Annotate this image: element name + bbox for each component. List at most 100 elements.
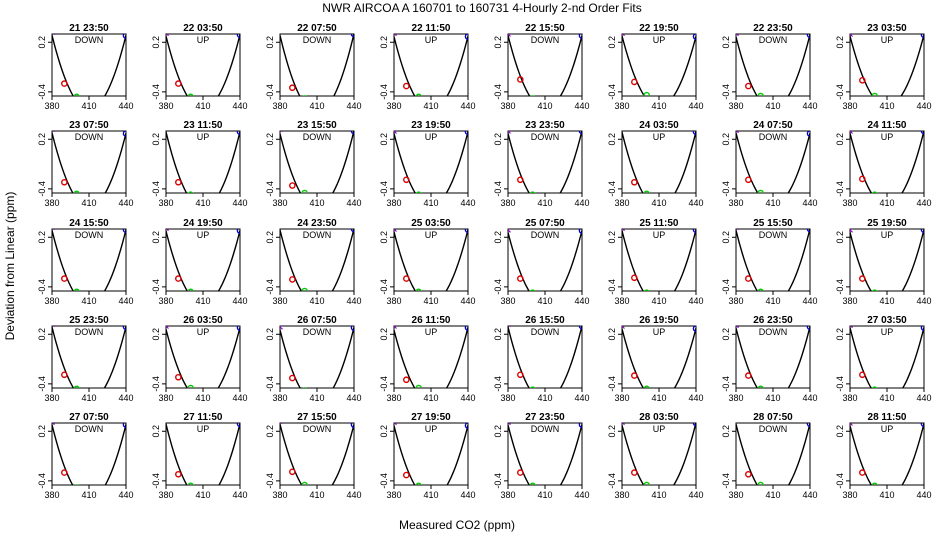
- fit-curve: [52, 132, 126, 193]
- panel-title: 23 11:50: [184, 120, 223, 131]
- panel-title: 22 03:50: [183, 23, 223, 34]
- panel-title: 27 07:50: [69, 412, 109, 423]
- point-1: [280, 326, 283, 330]
- panel-mode-label: UP: [425, 132, 438, 142]
- panel-mode-label: UP: [881, 132, 894, 142]
- x-tick-label: 410: [651, 393, 666, 403]
- point-2: [403, 176, 410, 184]
- panel-title: 24 15:50: [69, 218, 109, 229]
- x-tick-label: 380: [728, 101, 743, 111]
- fit-curve: [394, 35, 468, 96]
- y-tick-label: 0.2: [37, 328, 47, 341]
- x-tick-label: 410: [81, 393, 96, 403]
- panel-mode-label: UP: [653, 132, 666, 142]
- y-tick-label: -0.4: [835, 376, 845, 392]
- x-tick-label: 380: [44, 198, 59, 208]
- panel-title: 24 23:50: [297, 218, 337, 229]
- panel-mode-label: DOWN: [75, 230, 104, 240]
- fit-curve: [508, 424, 582, 485]
- point-1: [167, 131, 169, 132]
- x-tick-label: 380: [272, 296, 287, 306]
- point-3: [757, 481, 764, 485]
- point-3: [301, 189, 308, 193]
- y-tick-label: 0.2: [265, 133, 275, 146]
- point-4: [692, 131, 696, 136]
- point-1: [736, 229, 739, 231]
- panel-mode-label: DOWN: [759, 35, 788, 45]
- panel-title: 25 07:50: [525, 218, 565, 229]
- point-3: [187, 93, 194, 96]
- x-tick-label: 380: [500, 198, 515, 208]
- x-tick-label: 440: [802, 296, 817, 306]
- x-tick-label: 410: [423, 296, 438, 306]
- point-1: [166, 229, 169, 232]
- point-3: [302, 387, 307, 388]
- y-tick-label: -0.4: [607, 376, 617, 392]
- fit-curve: [622, 35, 696, 96]
- point-4: [806, 326, 810, 331]
- x-tick-label: 380: [500, 490, 515, 500]
- point-3: [871, 92, 878, 96]
- fit-curve: [166, 34, 240, 96]
- y-tick-label: 0.2: [607, 425, 617, 438]
- panel-mode-label: DOWN: [303, 424, 332, 434]
- x-tick-label: 410: [195, 393, 210, 403]
- point-3: [530, 95, 535, 96]
- point-1: [280, 131, 283, 133]
- x-tick-label: 440: [574, 490, 589, 500]
- panel-mode-label: DOWN: [759, 327, 788, 337]
- fit-curve: [508, 35, 582, 96]
- y-tick-label: 0.2: [835, 425, 845, 438]
- y-tick-label: 0.2: [721, 36, 731, 49]
- panel-mode-label: DOWN: [75, 35, 104, 45]
- point-1: [280, 423, 283, 425]
- x-tick-label: 440: [688, 198, 703, 208]
- x-tick-label: 410: [765, 490, 780, 500]
- x-tick-label: 440: [460, 198, 475, 208]
- x-tick-label: 410: [879, 296, 894, 306]
- point-2: [61, 371, 68, 379]
- fit-curve: [850, 34, 924, 96]
- panel-mode-label: DOWN: [303, 327, 332, 337]
- fit-curve: [736, 326, 810, 388]
- y-tick-label: -0.4: [37, 279, 47, 295]
- x-tick-label: 410: [879, 101, 894, 111]
- x-tick-label: 410: [879, 198, 894, 208]
- point-4: [578, 34, 582, 39]
- x-tick-label: 380: [500, 393, 515, 403]
- point-3: [643, 481, 650, 485]
- y-tick-label: -0.4: [493, 181, 503, 197]
- x-tick-label: 410: [537, 296, 552, 306]
- y-tick-label: -0.4: [37, 181, 47, 197]
- point-4: [806, 423, 810, 428]
- x-tick-label: 410: [309, 101, 324, 111]
- point-1: [850, 326, 853, 329]
- fit-curve: [622, 423, 696, 485]
- point-3: [187, 482, 194, 485]
- x-tick-label: 410: [423, 393, 438, 403]
- panel-mode-label: UP: [425, 424, 438, 434]
- y-tick-label: 0.2: [721, 425, 731, 438]
- x-tick-label: 380: [158, 101, 173, 111]
- point-4: [350, 423, 354, 428]
- x-tick-label: 410: [537, 101, 552, 111]
- panel-mode-label: DOWN: [531, 327, 560, 337]
- point-1: [623, 131, 625, 132]
- x-tick-label: 440: [802, 393, 817, 403]
- fit-curve: [280, 229, 354, 291]
- y-tick-label: 0.2: [607, 231, 617, 244]
- fit-curve: [280, 424, 354, 485]
- point-2: [745, 372, 752, 379]
- point-2: [403, 82, 410, 90]
- x-tick-label: 440: [916, 296, 931, 306]
- point-3: [73, 288, 80, 291]
- fit-curve: [280, 131, 354, 193]
